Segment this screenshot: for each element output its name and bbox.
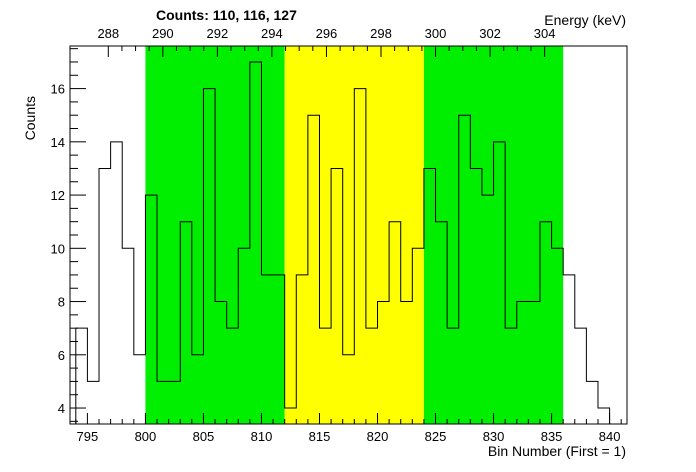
y-tick-label: 4 <box>58 401 65 416</box>
top-tick-label: 296 <box>316 26 338 41</box>
y-tick-label: 12 <box>51 188 65 203</box>
y-tick-label: 16 <box>51 82 65 97</box>
x-tick-label: 830 <box>483 429 505 444</box>
x-tick-label: 800 <box>135 429 157 444</box>
top-tick-label: 302 <box>479 26 501 41</box>
axes: 795 800 805 810 815 820 825 830 835 8404681012141… <box>51 26 622 444</box>
x-tick-label: 815 <box>309 429 331 444</box>
x-tick-label: 805 <box>193 429 215 444</box>
top-tick-label: 298 <box>370 26 392 41</box>
y-tick-label: 6 <box>58 348 65 363</box>
x-tick-label: 825 <box>425 429 447 444</box>
x-tick-label: 810 <box>251 429 273 444</box>
top-tick-label: 290 <box>152 26 174 41</box>
y-tick-label: 8 <box>58 295 65 310</box>
x-tick-label: 840 <box>599 429 621 444</box>
x-tick-label: 795 <box>77 429 99 444</box>
histogram-line <box>75 61 611 424</box>
top-tick-label: 294 <box>261 26 283 41</box>
x-tick-label: 835 <box>541 429 563 444</box>
top-tick-label: 304 <box>534 26 556 41</box>
top-tick-label: 292 <box>207 26 229 41</box>
y-tick-label: 10 <box>51 241 65 256</box>
top-axis-title: Energy (keV) <box>544 12 626 28</box>
top-tick-label: 300 <box>425 26 447 41</box>
y-tick-label: 14 <box>51 135 65 150</box>
counts-header: Counts: 110, 116, 127 <box>156 7 297 23</box>
top-tick-label: 288 <box>97 26 119 41</box>
region-right-background <box>423 46 564 424</box>
y-axis-title: Counts <box>22 96 38 140</box>
x-tick-label: 820 <box>367 429 389 444</box>
x-axis-title: Bin Number (First = 1) <box>488 443 626 459</box>
